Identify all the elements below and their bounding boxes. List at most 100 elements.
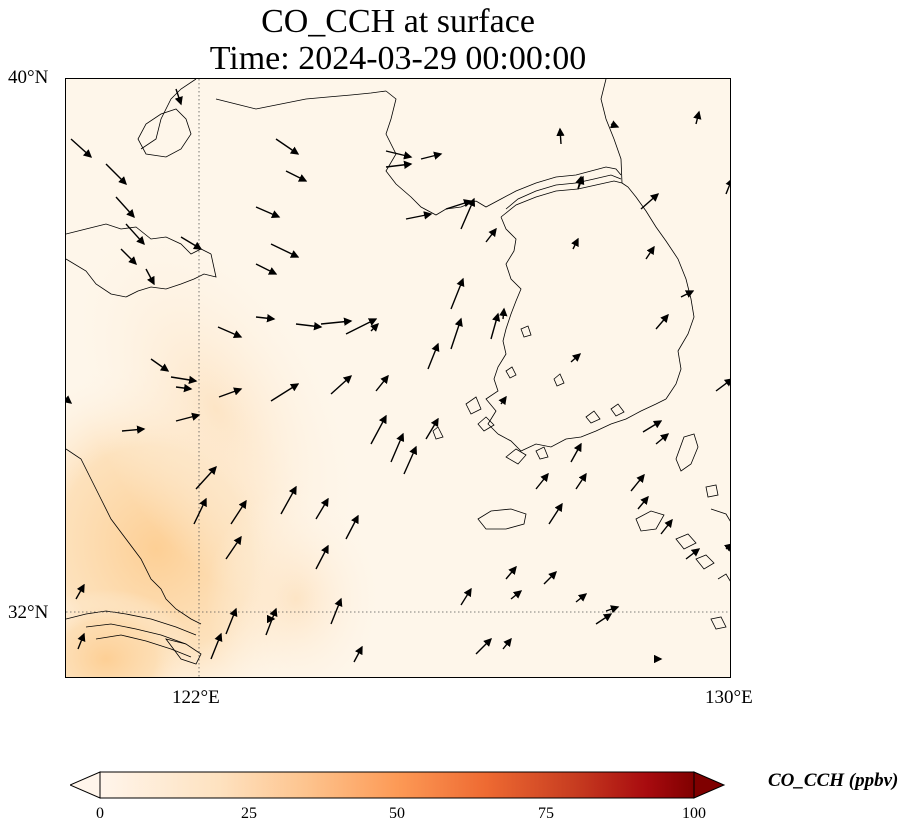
wind-arrow <box>370 414 387 445</box>
wind-arrow <box>490 312 501 340</box>
wind-arrow <box>320 317 353 326</box>
colorbar-tick-100: 100 <box>682 805 706 822</box>
wind-arrow <box>230 499 247 525</box>
wind-arrow <box>175 383 193 393</box>
wind-arrow <box>425 417 439 440</box>
wind-arrow <box>403 445 417 475</box>
wind-arrow <box>225 607 238 635</box>
wind-arrow <box>642 420 663 433</box>
wind-arrow <box>295 321 323 331</box>
colorbar-min-extend <box>70 771 101 799</box>
wind-arrow <box>225 535 242 560</box>
wind-arrow <box>575 593 588 603</box>
wind-arrow <box>345 514 359 540</box>
wind-arrow <box>645 245 655 260</box>
wind-arrow <box>315 497 329 520</box>
wind-arrow <box>571 237 579 250</box>
wind-arrow <box>460 587 472 606</box>
wind-arrow <box>66 395 73 404</box>
wind-arrow <box>630 473 645 492</box>
wind-arrow <box>255 314 276 323</box>
wind-arrow <box>120 248 137 265</box>
lat-label-40n: 40°N <box>8 67 49 88</box>
wind-arrow <box>510 590 523 600</box>
wind-arrow <box>115 196 135 219</box>
wind-arrow <box>70 138 93 158</box>
wind-arrow <box>195 465 217 490</box>
wind-arrow <box>575 472 587 490</box>
wind-arrow <box>75 583 85 600</box>
wind-arrow <box>255 263 278 275</box>
wind-arrow <box>121 425 146 434</box>
wind-arrow <box>693 110 702 125</box>
wind-arrow <box>450 317 463 350</box>
wind-arrow <box>330 375 353 395</box>
wind-arrow <box>502 637 512 650</box>
wind-arrow <box>499 307 508 320</box>
wind-arrow <box>576 175 585 190</box>
wind-arrow <box>715 378 730 392</box>
wind-arrow <box>345 318 378 335</box>
wind-arrow <box>685 548 701 560</box>
wind-arrow <box>375 374 389 392</box>
wind-arrow <box>609 120 620 129</box>
wind-arrow <box>723 543 730 552</box>
wind-arrow <box>498 395 507 406</box>
wind-arrow <box>637 495 649 510</box>
wind-arrow <box>405 211 433 220</box>
wind-arrow <box>315 544 329 570</box>
map-panel <box>65 78 731 678</box>
wind-arrow <box>218 387 243 398</box>
colorbar <box>70 771 726 799</box>
wind-arrow <box>125 223 145 246</box>
colorbar-tick-0: 0 <box>96 805 104 822</box>
wind-arrow <box>655 433 670 445</box>
wind-arrow <box>390 432 405 463</box>
wind-arrow <box>330 597 343 625</box>
wind-arrow <box>210 632 223 660</box>
wind-arrow <box>105 163 127 185</box>
lon-label-122e: 122°E <box>172 687 220 708</box>
wind-arrow <box>485 227 497 243</box>
wind-arrow <box>640 193 660 210</box>
wind-arrow <box>548 502 563 525</box>
wind-arrow <box>475 638 492 655</box>
wind-arrow <box>725 177 730 195</box>
concentration-field <box>66 79 730 677</box>
wind-arrow <box>605 605 620 614</box>
wind-arrow <box>77 632 86 650</box>
wind-arrow <box>150 358 170 372</box>
wind-arrow <box>655 313 669 330</box>
wind-arrow <box>660 518 673 535</box>
colorbar-label: CO_CCH (ppbv) <box>768 770 899 791</box>
wind-arrow <box>385 150 413 160</box>
wind-arrow <box>385 160 413 170</box>
colorbar-tick-50: 50 <box>389 805 405 822</box>
colorbar-max-extend <box>693 771 726 799</box>
wind-arrow <box>174 88 183 106</box>
wind-arrow <box>445 199 473 210</box>
wind-arrow <box>595 613 613 625</box>
wind-arrow <box>280 485 297 515</box>
wind-arrow <box>450 277 465 310</box>
wind-arrow <box>535 472 549 490</box>
wind-arrow <box>505 565 517 580</box>
wind-arrow <box>180 236 203 250</box>
colorbar-gradient <box>99 771 695 799</box>
wind-arrow <box>353 645 363 663</box>
wind-arrow <box>543 571 557 585</box>
wind-arrow <box>420 151 443 160</box>
wind-arrow <box>270 383 300 402</box>
gridlines <box>66 79 730 677</box>
wind-arrow <box>556 127 565 145</box>
wind-arrow <box>285 170 308 182</box>
lon-label-130e: 130°E <box>705 687 753 708</box>
wind-arrow <box>145 268 155 286</box>
wind-arrow <box>570 353 582 363</box>
wind-arrow <box>170 375 198 385</box>
wind-arrow <box>570 442 582 463</box>
wind-arrow <box>275 138 300 155</box>
wind-arrow <box>427 342 440 370</box>
wind-arrow <box>680 290 695 298</box>
lat-label-32n: 32°N <box>8 602 49 623</box>
